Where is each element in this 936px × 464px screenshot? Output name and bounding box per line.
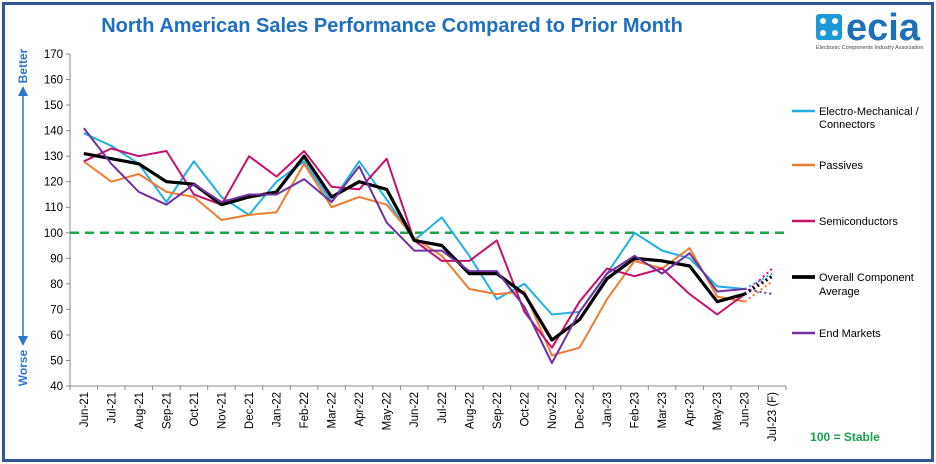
y-tick-label: 50 bbox=[50, 355, 63, 367]
y-tick-label: 60 bbox=[50, 330, 63, 342]
y-tick-label: 150 bbox=[44, 100, 63, 112]
y-tick-label: 120 bbox=[44, 177, 63, 189]
y-tick-label: 90 bbox=[50, 253, 63, 265]
x-tick-label: Mar-23 bbox=[657, 392, 669, 428]
series-line-overall-component-average bbox=[83, 152, 746, 342]
y-tick-label: 40 bbox=[50, 381, 63, 393]
x-tick-label: Apr-22 bbox=[354, 392, 366, 427]
legend-label-electro-mechanical-connectors: Connectors bbox=[819, 119, 876, 131]
ecia-logo-mark-icon bbox=[816, 14, 842, 40]
x-tick-label: Oct-22 bbox=[519, 392, 531, 427]
y-tick-label: 170 bbox=[44, 49, 63, 61]
x-tick-label: Jan-22 bbox=[272, 392, 284, 427]
series-lines bbox=[83, 127, 774, 364]
x-tick-label: Aug-22 bbox=[464, 392, 476, 429]
ecia-logo: ecia Electronic Components Industry Asso… bbox=[816, 7, 923, 51]
x-tick-label: Jun-22 bbox=[409, 392, 421, 427]
chart-title: North American Sales Performance Compare… bbox=[101, 15, 683, 37]
x-tick-label: Nov-22 bbox=[547, 392, 559, 429]
legend-label-overall-component-average: Average bbox=[819, 286, 860, 298]
stable-note: 100 = Stable bbox=[810, 430, 880, 444]
x-tick-label: May-22 bbox=[382, 392, 394, 430]
x-tick-label: Jul-22 bbox=[437, 392, 449, 423]
x-tick-label: Sep-21 bbox=[161, 392, 173, 429]
x-tick-label: Aug-21 bbox=[134, 392, 146, 429]
x-tick-label: Dec-22 bbox=[574, 392, 586, 429]
x-tick-label: Jul-21 bbox=[106, 392, 118, 423]
y-tick-label: 80 bbox=[50, 279, 63, 291]
series-forecast-passives bbox=[744, 280, 773, 303]
x-tick-label: Oct-21 bbox=[189, 392, 201, 427]
series-line-end-markets bbox=[83, 127, 745, 364]
x-tick-label: Apr-23 bbox=[685, 392, 697, 427]
legend: Electro-Mechanical /Connectors Passives Se… bbox=[792, 106, 920, 340]
y-tick-label: 140 bbox=[44, 126, 63, 138]
x-tick-label: Jun-21 bbox=[79, 392, 91, 427]
x-tick-label: May-23 bbox=[712, 392, 724, 430]
series-line-electro-mechanical-connectors bbox=[83, 132, 745, 316]
y-tick-label: 130 bbox=[44, 151, 63, 163]
legend-label-overall-component-average: Overall Component bbox=[819, 272, 914, 284]
x-tick-label: Sep-22 bbox=[492, 392, 504, 429]
legend-label-electro-mechanical-connectors: Electro-Mechanical / bbox=[819, 106, 920, 118]
x-tick-label: Mar-22 bbox=[327, 392, 339, 428]
y-tick-label: 100 bbox=[44, 228, 63, 240]
legend-label-end-markets: End Markets bbox=[819, 328, 881, 340]
series-line-semiconductors bbox=[83, 147, 746, 349]
worse-label: Worse bbox=[16, 349, 30, 386]
legend-label-semiconductors: Semiconductors bbox=[819, 216, 898, 228]
better-label: Better bbox=[16, 48, 30, 83]
x-tick-label: Jun-23 bbox=[740, 392, 752, 427]
x-tick-label: Jan-23 bbox=[602, 392, 614, 427]
ecia-logo-word: ecia bbox=[846, 7, 921, 49]
y-tick-label: 70 bbox=[50, 304, 63, 316]
series-forecast-electro-mechanical-connectors bbox=[744, 272, 773, 290]
y-axis: 40 50 60 70 80 90 100 110 120 130 140 150 160 170 bbox=[44, 49, 71, 393]
y-tick-label: 160 bbox=[44, 75, 63, 87]
x-tick-label: Dec-21 bbox=[244, 392, 256, 429]
series-forecast-overall-component-average bbox=[743, 274, 774, 296]
y-tick-label: 110 bbox=[45, 202, 63, 214]
ecia-logo-subtitle: Electronic Components Industry Associati… bbox=[816, 45, 923, 51]
x-tick-label: Feb-23 bbox=[630, 392, 642, 428]
x-tick-label: Feb-22 bbox=[299, 392, 311, 428]
x-tick-label: Nov-21 bbox=[216, 392, 228, 429]
x-tick-label: Jul-23 (F) bbox=[767, 392, 779, 441]
legend-label-passives: Passives bbox=[819, 160, 864, 172]
x-axis: Jun-21 Jul-21 Aug-21 Sep-21 Oct-21 Nov-21 Dec-… bbox=[69, 385, 787, 441]
arrow-up-icon bbox=[18, 86, 28, 96]
arrow-down-icon bbox=[18, 336, 28, 346]
y-direction-indicator: Better Worse bbox=[16, 48, 30, 386]
